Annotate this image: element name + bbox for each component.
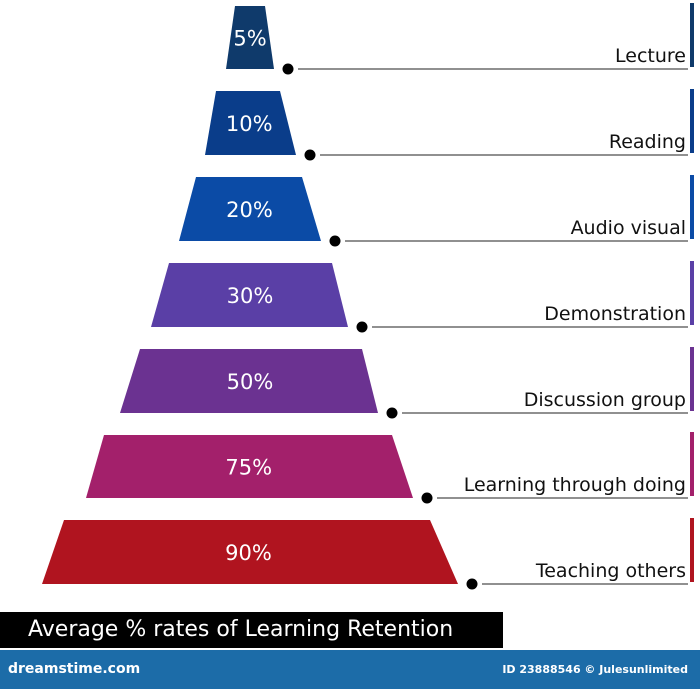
layer-percent-audio-visual: 20% [226, 198, 273, 222]
connector-dot [421, 492, 433, 504]
layer-label-teaching-others: Teaching others [535, 560, 686, 582]
connector-dot [466, 578, 478, 590]
connector-dot [356, 321, 368, 333]
layer-percent-learning-through-doing: 75% [225, 456, 272, 480]
layer-label-discussion-group: Discussion group [524, 389, 686, 411]
side-accent-bar [690, 261, 694, 325]
pyramid-layer-lecture [226, 6, 274, 69]
side-accent-bar [690, 3, 694, 67]
layer-percent-reading: 10% [226, 112, 273, 136]
connector-dot [304, 149, 316, 161]
pyramid-layer-reading [205, 91, 296, 155]
footer-site[interactable]: dreamstime.com [8, 661, 141, 677]
layer-label-lecture: Lecture [615, 45, 686, 67]
footer-credit: ID 23888546 © Julesunlimited [502, 663, 688, 676]
layer-label-audio-visual: Audio visual [571, 217, 686, 239]
pyramid-layer-learning-through-doing [86, 435, 413, 498]
layer-percent-lecture: 5% [233, 27, 266, 51]
connector-dot [282, 63, 294, 75]
side-accent-bar [690, 89, 694, 153]
layer-percent-demonstration: 30% [227, 284, 274, 308]
layer-label-demonstration: Demonstration [544, 303, 686, 325]
side-accent-bar [690, 518, 694, 582]
connector-dot [386, 407, 398, 419]
pyramid-layer-discussion-group [120, 349, 378, 413]
connector-dot [329, 235, 341, 247]
layer-percent-teaching-others: 90% [225, 541, 272, 565]
side-accent-bar [690, 432, 694, 496]
pyramid-title: Average % rates of Learning Retention [0, 612, 503, 648]
learning-pyramid: 5% Lecture 10% Reading 20% Audio visual 30% Dem… [42, 3, 694, 590]
layer-label-learning-through-doing: Learning through doing [464, 474, 686, 496]
pyramid-layer-teaching-others [42, 520, 458, 584]
layer-percent-discussion-group: 50% [227, 370, 274, 394]
pyramid-layer-demonstration [151, 263, 348, 327]
layer-label-reading: Reading [609, 131, 686, 153]
side-accent-bar [690, 175, 694, 239]
pyramid-layer-audio-visual [179, 177, 321, 241]
footer-bar: dreamstime.com ID 23888546 © Julesunlimi… [0, 650, 700, 689]
side-accent-bar [690, 347, 694, 411]
